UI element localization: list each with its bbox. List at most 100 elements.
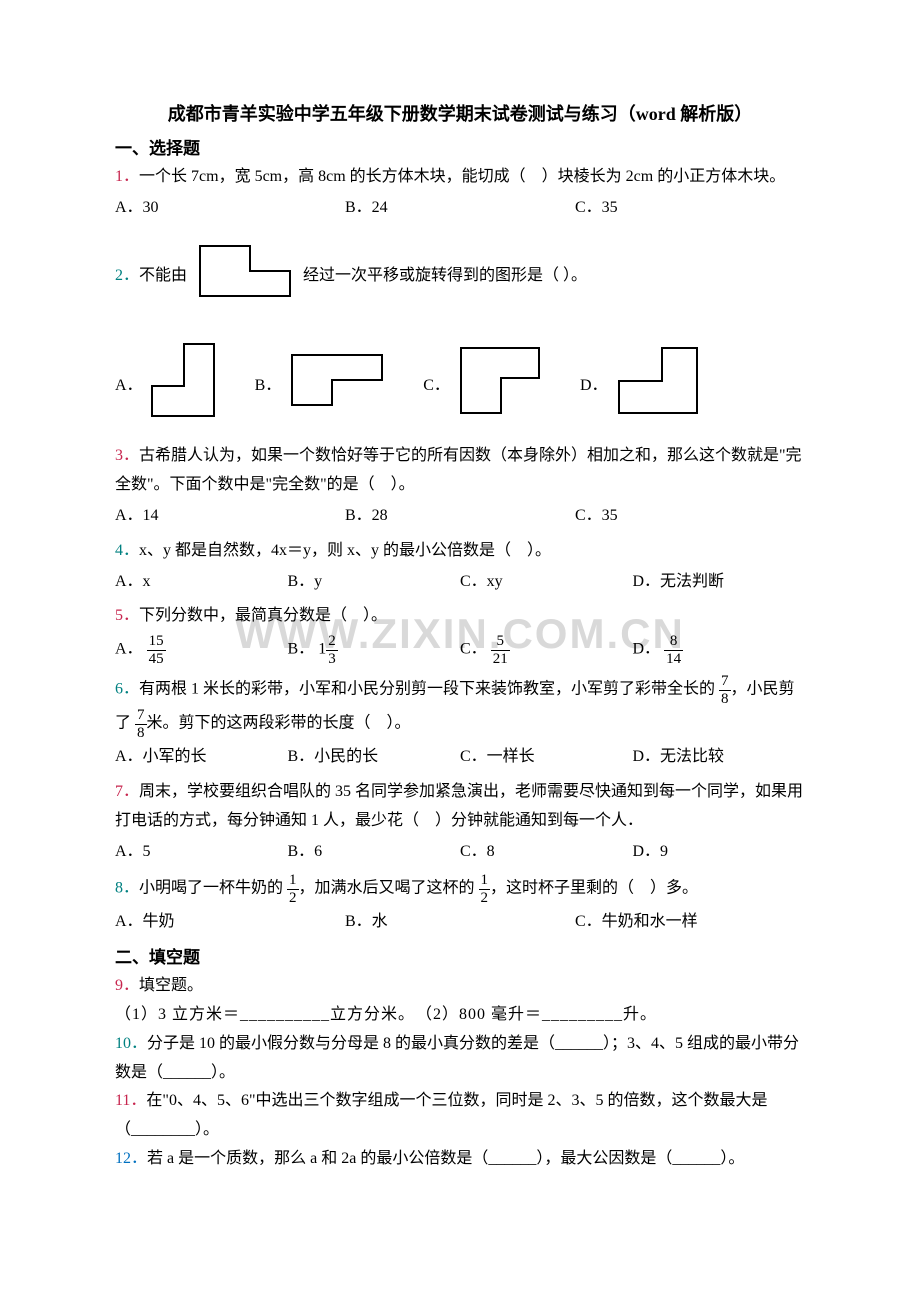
q4-opt-a: A．x [115, 568, 288, 597]
q7-opt-b: B．6 [288, 838, 461, 867]
qnum-10: 10． [115, 1035, 147, 1052]
q3-text: 古希腊人认为，如果一个数恰好等于它的所有因数（本身除外）相加之和，那么这个数就是… [115, 447, 802, 493]
section-1-header: 一、选择题 [115, 134, 805, 159]
question-12: 12．若 a 是一个质数，那么 a 和 2a 的最小公倍数是（______），最… [115, 1145, 805, 1174]
q6-opt-b: B．小民的长 [288, 743, 461, 772]
q8-opt-a: A．牛奶 [115, 908, 345, 937]
qnum-7: 7． [115, 783, 139, 800]
q8f2d: 2 [479, 890, 491, 907]
q5b-whole: 1 [318, 641, 326, 658]
q2-shape-a [149, 341, 219, 424]
q5-text: 下列分数中，最简真分数是（ ）。 [139, 607, 387, 624]
q2-opt-c: C． [423, 343, 544, 422]
q5a-den: 45 [147, 651, 166, 668]
q5a-label: A． [115, 641, 143, 658]
q7-text: 周末，学校要组织合唱队的 35 名同学参加紧急演出，老师需要尽快通知到每一个同学… [115, 783, 803, 829]
q5d-num: 8 [664, 633, 683, 651]
q5b-frac: 23 [326, 633, 338, 667]
question-7: 7．周末，学校要组织合唱队的 35 名同学参加紧急演出，老师需要尽快通知到每一个… [115, 778, 805, 836]
q5d-frac: 814 [664, 633, 683, 667]
q2-stem-shape [195, 241, 295, 312]
q6-opt-a: A．小军的长 [115, 743, 288, 772]
q6f2d: 8 [135, 725, 147, 742]
q1-opt-c: C．35 [575, 194, 805, 223]
document-title: 成都市青羊实验中学五年级下册数学期末试卷测试与练习（word 解析版） [115, 100, 805, 126]
qnum-4: 4． [115, 542, 139, 559]
question-11: 11．在"0、4、5、6"中选出三个数字组成一个三位数，同时是 2、3、5 的倍… [115, 1087, 805, 1145]
question-5: 5．下列分数中，最简真分数是（ ）。 [115, 602, 805, 631]
qnum-11: 11． [115, 1092, 146, 1109]
q5c-label: C． [460, 641, 487, 658]
q8-frac1: 12 [287, 872, 299, 906]
q8-text-b: ，加满水后又喝了这杯的 [299, 880, 475, 897]
qnum-9: 9． [115, 977, 139, 994]
q2-text-after: 经过一次平移或旋转得到的图形是（ ）。 [303, 262, 587, 291]
q5-opt-c: C． 521 [460, 633, 633, 667]
q7-options: A．5 B．6 C．8 D．9 [115, 838, 805, 867]
q10-text: 分子是 10 的最小假分数与分母是 8 的最小真分数的差是（______）；3、… [115, 1035, 799, 1081]
q7-opt-a: A．5 [115, 838, 288, 867]
q8-opt-b: B．水 [345, 908, 575, 937]
q5b-num: 2 [326, 633, 338, 651]
q2-opt-d-label: D． [580, 371, 608, 395]
q5-opt-a: A． 1545 [115, 633, 288, 667]
qnum-3: 3． [115, 447, 139, 464]
q1-opt-b: B．24 [345, 194, 575, 223]
q5b-den: 3 [326, 651, 338, 668]
q5c-den: 21 [491, 651, 510, 668]
q3-opt-c: C．35 [575, 502, 805, 531]
question-4: 4．x、y 都是自然数，4x＝y，则 x、y 的最小公倍数是（ ）。 [115, 537, 805, 566]
q2-opt-d: D． [580, 343, 702, 422]
question-6: 6．有两根 1 米长的彩带，小军和小民分别剪一段下来装饰教室，小军剪了彩带全长的… [115, 673, 805, 741]
q1-options: A．30 B．24 C．35 [115, 194, 805, 223]
q6-opt-c: C．一样长 [460, 743, 633, 772]
q6f1d: 8 [719, 691, 731, 708]
q8f1n: 1 [287, 872, 299, 890]
qnum-6: 6． [115, 681, 139, 698]
q4-text: x、y 都是自然数，4x＝y，则 x、y 的最小公倍数是（ ）。 [139, 542, 551, 559]
question-8: 8．小明喝了一杯牛奶的 12，加满水后又喝了这杯的 12，这时杯子里剩的（ ）多… [115, 872, 805, 906]
q2-opt-c-label: C． [423, 371, 450, 395]
q2-shape-d [614, 343, 702, 422]
q3-opt-b: B．28 [345, 502, 575, 531]
q4-opt-b: B．y [288, 568, 461, 597]
q5b-label: B． [288, 641, 315, 658]
qnum-8: 8． [115, 880, 139, 897]
q6-frac2: 78 [135, 707, 147, 741]
question-10: 10．分子是 10 的最小假分数与分母是 8 的最小真分数的差是（______）… [115, 1030, 805, 1088]
q5a-frac: 1545 [147, 633, 166, 667]
question-9: 9．填空题。 [115, 972, 805, 1001]
qnum-2: 2． [115, 262, 139, 291]
q4-options: A．x B．y C．xy D．无法判断 [115, 568, 805, 597]
q6-options: A．小军的长 B．小民的长 C．一样长 D．无法比较 [115, 743, 805, 772]
q2-text-before: 不能由 [139, 262, 187, 291]
q5-options: A． 1545 B． 123 C． 521 D． 814 [115, 633, 805, 667]
q1-text: 一个长 7cm，宽 5cm，高 8cm 的长方体木块，能切成（ ）块棱长为 2c… [139, 168, 785, 185]
q9-sub: （1）3 立方米＝__________立方分米。 （2）800 毫升＝_____… [115, 1001, 805, 1030]
question-3: 3．古希腊人认为，如果一个数恰好等于它的所有因数（本身除外）相加之和，那么这个数… [115, 442, 805, 500]
q6-text-a: 有两根 1 米长的彩带，小军和小民分别剪一段下来装饰教室，小军剪了彩带全长的 [139, 681, 715, 698]
q2-opt-a-label: A． [115, 371, 143, 395]
q1-opt-a: A．30 [115, 194, 345, 223]
qnum-5: 5． [115, 607, 139, 624]
q6-text-c: 米。剪下的这两段彩带的长度（ ）。 [147, 715, 411, 732]
qnum-12: 12． [115, 1150, 147, 1167]
q8-text-c: ，这时杯子里剩的（ ）多。 [490, 880, 698, 897]
q2-shape-b [287, 350, 387, 415]
q5c-num: 5 [491, 633, 510, 651]
q6f1n: 7 [719, 673, 731, 691]
q5-opt-d: D． 814 [633, 633, 806, 667]
question-1: 1．一个长 7cm，宽 5cm，高 8cm 的长方体木块，能切成（ ）块棱长为 … [115, 163, 805, 192]
q9-text: 填空题。 [139, 977, 203, 994]
question-2: 2． 不能由 经过一次平移或旋转得到的图形是（ ）。 [115, 241, 805, 312]
q6-opt-d: D．无法比较 [633, 743, 806, 772]
q3-opt-a: A．14 [115, 502, 345, 531]
q11-text: 在"0、4、5、6"中选出三个数字组成一个三位数，同时是 2、3、5 的倍数，这… [115, 1092, 768, 1138]
q5-opt-b: B． 123 [288, 633, 461, 667]
q2-options: A． B． C． D． [115, 341, 805, 424]
q2-opt-b-label: B． [255, 371, 282, 395]
section-2-header: 二、填空题 [115, 943, 805, 968]
qnum-1: 1． [115, 168, 139, 185]
q8-frac2: 12 [479, 872, 491, 906]
q4-opt-c: C．xy [460, 568, 633, 597]
